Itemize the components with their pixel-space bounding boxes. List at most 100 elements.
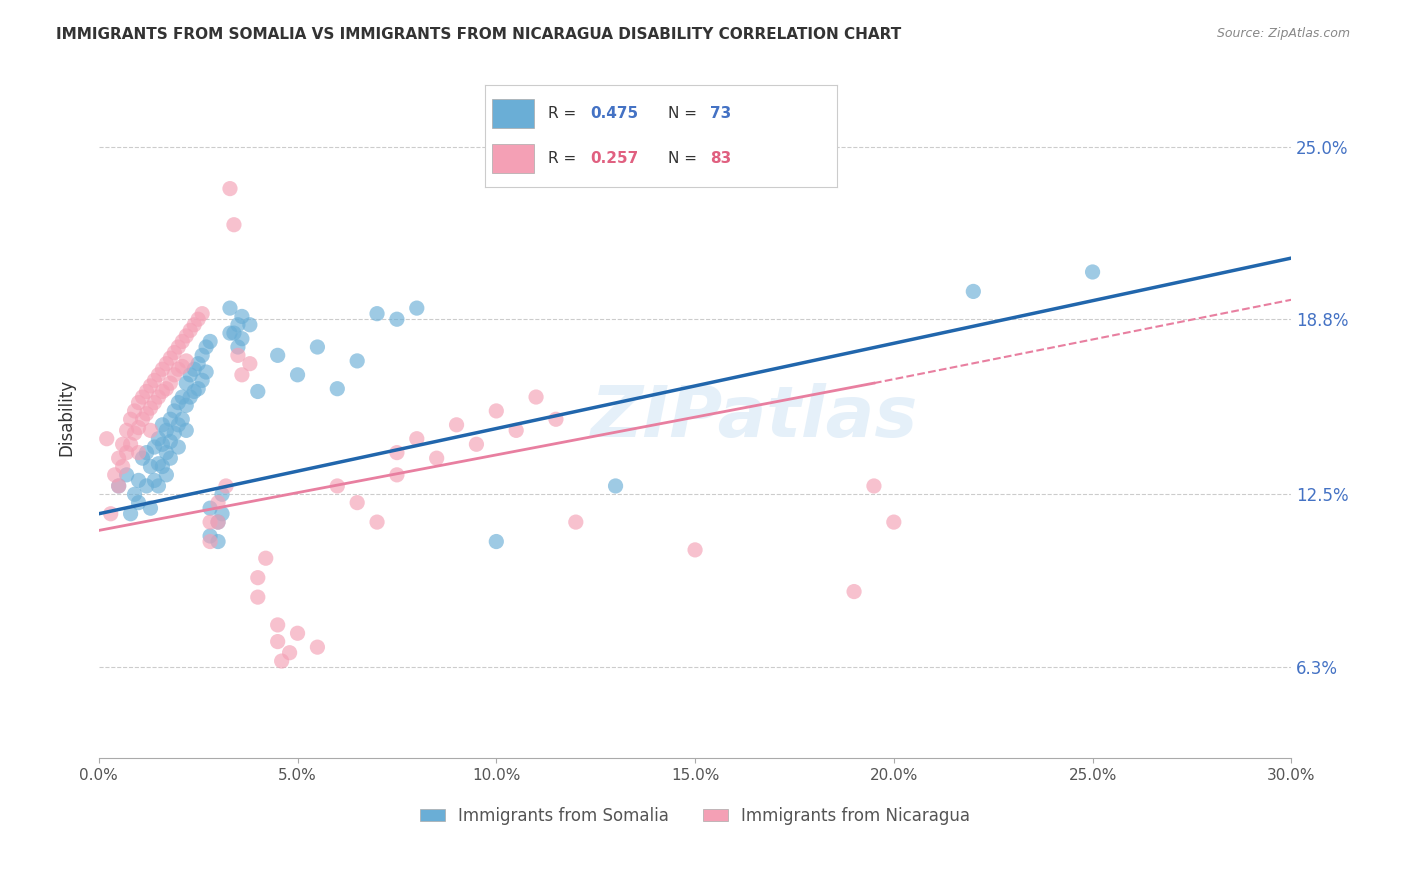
Point <box>187 382 209 396</box>
Text: 0.257: 0.257 <box>591 151 638 166</box>
Point <box>485 404 508 418</box>
Point <box>863 479 886 493</box>
Point <box>1081 265 1104 279</box>
Point <box>219 301 242 315</box>
Text: 73: 73 <box>710 106 731 121</box>
Text: 0.475: 0.475 <box>591 106 638 121</box>
Point <box>155 357 177 371</box>
Point <box>385 467 408 482</box>
Point <box>115 445 138 459</box>
Point <box>183 362 205 376</box>
Point <box>426 451 449 466</box>
Point <box>124 404 146 418</box>
Point <box>962 285 984 299</box>
Point <box>167 440 190 454</box>
Point <box>107 479 129 493</box>
Point <box>278 646 301 660</box>
Point <box>198 515 221 529</box>
Text: IMMIGRANTS FROM SOMALIA VS IMMIGRANTS FROM NICARAGUA DISABILITY CORRELATION CHAR: IMMIGRANTS FROM SOMALIA VS IMMIGRANTS FR… <box>56 27 901 42</box>
FancyBboxPatch shape <box>492 99 534 128</box>
Point <box>524 390 547 404</box>
Point <box>172 412 194 426</box>
Point <box>152 417 174 432</box>
Point <box>222 218 245 232</box>
Point <box>307 340 329 354</box>
Point <box>174 423 197 437</box>
Point <box>187 357 209 371</box>
Point <box>139 459 162 474</box>
Point <box>143 373 166 387</box>
Point <box>120 437 142 451</box>
Point <box>131 390 153 404</box>
Point <box>148 479 170 493</box>
Point <box>231 332 253 346</box>
Point <box>198 334 221 349</box>
Point <box>239 318 262 332</box>
Point <box>179 323 201 337</box>
Point <box>183 384 205 399</box>
Point <box>195 340 218 354</box>
Point <box>115 423 138 437</box>
Point <box>239 357 262 371</box>
Point <box>174 398 197 412</box>
Point <box>366 515 388 529</box>
Point <box>163 345 186 359</box>
Point <box>231 368 253 382</box>
Point <box>159 451 181 466</box>
FancyBboxPatch shape <box>492 145 534 173</box>
Point <box>128 495 150 509</box>
Point <box>111 437 134 451</box>
Point <box>167 362 190 376</box>
Point <box>159 434 181 449</box>
Point <box>148 390 170 404</box>
Point <box>159 351 181 365</box>
Point <box>107 479 129 493</box>
Point <box>485 534 508 549</box>
Point <box>226 348 249 362</box>
Point <box>139 423 162 437</box>
Point <box>211 487 233 501</box>
Point <box>96 432 118 446</box>
Point <box>287 368 309 382</box>
Point <box>183 318 205 332</box>
Point <box>135 407 157 421</box>
Point <box>174 329 197 343</box>
Point <box>148 368 170 382</box>
Point <box>198 501 221 516</box>
Point <box>172 334 194 349</box>
Point <box>405 301 427 315</box>
Point <box>143 440 166 454</box>
Text: R =: R = <box>548 106 582 121</box>
Point <box>195 365 218 379</box>
Point <box>120 507 142 521</box>
Point <box>124 426 146 441</box>
Point <box>131 451 153 466</box>
Point <box>270 654 292 668</box>
Point <box>128 474 150 488</box>
Point <box>207 534 229 549</box>
Point <box>120 412 142 426</box>
Point <box>143 395 166 409</box>
Point <box>167 417 190 432</box>
Point <box>385 445 408 459</box>
Point <box>226 340 249 354</box>
Point <box>211 507 233 521</box>
Point <box>207 515 229 529</box>
Point <box>155 445 177 459</box>
Point <box>107 451 129 466</box>
Point <box>124 487 146 501</box>
Point <box>155 467 177 482</box>
Point <box>159 412 181 426</box>
Point <box>883 515 905 529</box>
Point <box>100 507 122 521</box>
Point <box>179 390 201 404</box>
Point <box>172 390 194 404</box>
Point <box>135 479 157 493</box>
Point <box>544 412 567 426</box>
Point <box>215 479 238 493</box>
Point <box>198 534 221 549</box>
Point <box>326 382 349 396</box>
Text: N =: N = <box>668 106 702 121</box>
Point <box>207 495 229 509</box>
Point <box>565 515 588 529</box>
